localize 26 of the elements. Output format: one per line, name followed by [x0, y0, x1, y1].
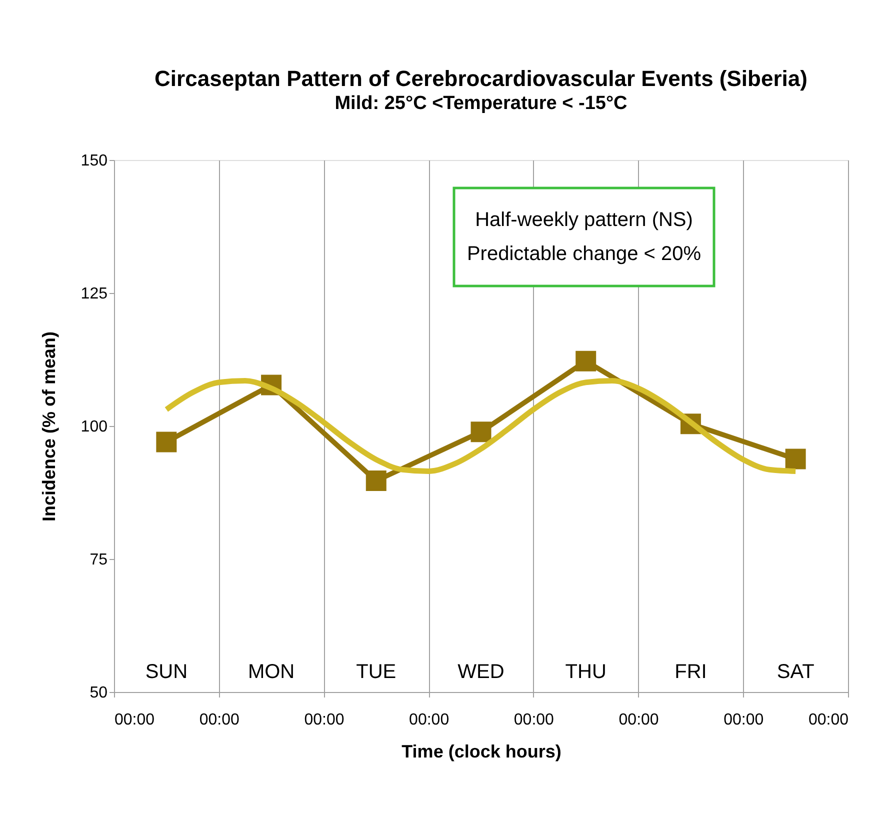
chart-subtitle: Mild: 25°C <Temperature < -15°C	[334, 93, 628, 114]
annotation: TUE	[356, 661, 396, 683]
x-tick-label: 00:00	[304, 712, 344, 728]
y-tick-label: 125	[80, 286, 108, 302]
y-tick-label: 150	[80, 152, 108, 170]
annotation: WED	[458, 661, 504, 683]
x-tick-label: 00:00	[514, 712, 554, 728]
annotation: SAT	[776, 661, 814, 683]
x-tick-label: 00:00	[618, 712, 659, 728]
y-tick-label: 50	[90, 684, 108, 702]
annotation: Predictable change < 20%	[466, 243, 702, 265]
y-axis-title: Incidence (% of mean)	[38, 331, 59, 522]
annotation: SUN	[145, 661, 188, 683]
y-tick-label: 75	[90, 552, 108, 568]
x-axis-title: Time (clock hours)	[402, 742, 562, 762]
y-tick-label: 100	[80, 418, 108, 436]
chart-title: Circaseptan Pattern of Cerebrocardiovascular Events (Siberia)	[154, 66, 808, 91]
annotation: Half-weekly pattern (NS)	[475, 209, 693, 231]
annotation: MON	[248, 661, 295, 683]
annotation: THU	[565, 661, 606, 683]
x-tick-label: 00:00	[409, 712, 450, 728]
x-tick-label: 00:00	[808, 712, 849, 728]
x-tick-label: 00:00	[724, 712, 764, 728]
annotation: FRI	[674, 661, 707, 683]
x-tick-label: 00:00	[199, 712, 240, 728]
x-tick-label: 00:00	[114, 712, 155, 728]
